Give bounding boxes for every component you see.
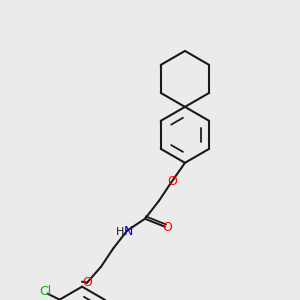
Text: Cl: Cl bbox=[40, 285, 52, 298]
Text: O: O bbox=[162, 221, 172, 234]
Text: H: H bbox=[116, 227, 124, 237]
Text: O: O bbox=[82, 276, 92, 289]
Text: N: N bbox=[123, 225, 133, 238]
Text: O: O bbox=[167, 175, 177, 188]
